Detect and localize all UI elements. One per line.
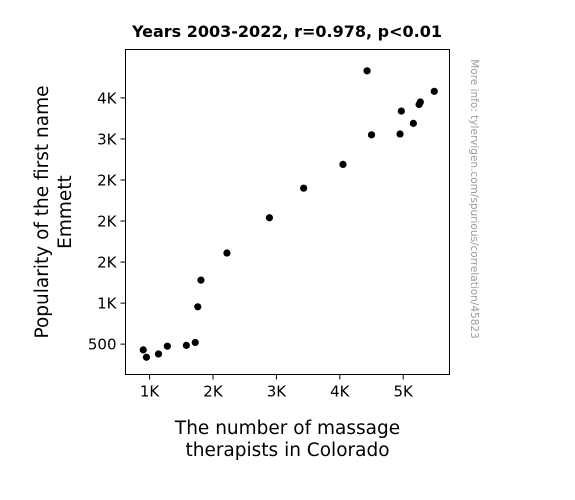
y-tick-label-5: 2K xyxy=(97,171,118,189)
data-point-16 xyxy=(397,107,405,115)
data-point-10 xyxy=(265,214,274,222)
y-axis-ticks: 500 1K 2K 2K 2K 3K 4K xyxy=(88,89,126,354)
data-point-20 xyxy=(430,87,438,95)
data-point-12 xyxy=(339,160,347,168)
x-tick-label-4: 4K xyxy=(330,383,351,401)
data-points xyxy=(139,67,438,361)
data-point-17 xyxy=(409,119,417,127)
data-point-19 xyxy=(416,98,424,106)
y-tick-label-6: 3K xyxy=(97,130,118,148)
data-point-4 xyxy=(163,342,171,350)
source-watermark: More info: tylervigen.com/spurious/corre… xyxy=(468,59,480,339)
data-point-11 xyxy=(300,184,308,192)
data-point-2 xyxy=(142,353,151,361)
data-point-5 xyxy=(182,341,190,349)
y-tick-label-1: 500 xyxy=(88,336,117,354)
x-axis-ticks: 1K 2K 3K 4K 5K xyxy=(140,374,415,401)
plot-area-frame xyxy=(125,49,450,375)
y-tick-label-3: 2K xyxy=(97,254,118,272)
x-tick-label-5: 5K xyxy=(394,383,415,401)
x-tick-label-3: 3K xyxy=(267,383,288,401)
data-point-6 xyxy=(191,338,199,347)
data-point-13 xyxy=(363,67,371,75)
data-point-9 xyxy=(223,249,231,257)
x-tick-label-2: 2K xyxy=(203,383,224,401)
data-point-1 xyxy=(139,346,147,354)
data-point-8 xyxy=(197,276,205,284)
data-point-15 xyxy=(396,130,404,138)
y-axis-label-line-2: Emmett xyxy=(55,175,76,249)
data-point-3 xyxy=(154,350,163,358)
data-point-7 xyxy=(194,303,202,311)
x-tick-label-1: 1K xyxy=(140,383,161,401)
y-tick-label-7: 4K xyxy=(97,89,118,107)
y-axis-label-line-1: Popularity of the first name xyxy=(32,85,53,338)
data-point-14 xyxy=(367,131,376,139)
y-tick-label-4: 2K xyxy=(97,213,118,231)
y-tick-label-2: 1K xyxy=(97,295,118,313)
chart-title: Years 2003-2022, r=0.978, p<0.01 xyxy=(131,22,442,41)
x-axis-label-line-1: The number of massage xyxy=(174,418,400,439)
x-axis-label-line-2: therapists in Colorado xyxy=(185,440,389,461)
